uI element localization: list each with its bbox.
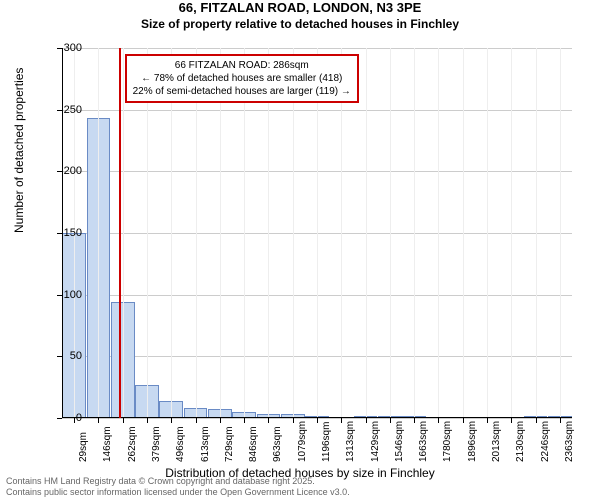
x-tick-label: 1896sqm xyxy=(467,421,478,462)
x-tick xyxy=(366,418,367,423)
gridline-v xyxy=(487,48,488,418)
gridline-v xyxy=(171,48,172,418)
x-tick xyxy=(438,418,439,423)
y-tick-label: 150 xyxy=(52,227,82,239)
y-tick-label: 200 xyxy=(52,165,82,177)
x-tick xyxy=(317,418,318,423)
gridline-v xyxy=(220,48,221,418)
gridline-v xyxy=(123,48,124,418)
y-tick-label: 0 xyxy=(52,412,82,424)
x-tick-label: 29sqm xyxy=(78,432,89,462)
gridline-v xyxy=(536,48,537,418)
y-tick-label: 300 xyxy=(52,42,82,54)
gridline-v xyxy=(317,48,318,418)
x-tick-label: 2246sqm xyxy=(540,421,551,462)
x-tick-label: 146sqm xyxy=(102,426,113,462)
annotation-line: 66 FITZALAN ROAD: 286sqm xyxy=(133,59,351,72)
gridline-v xyxy=(268,48,269,418)
x-tick-label: 496sqm xyxy=(175,426,186,462)
gridline-v xyxy=(390,48,391,418)
chart-plot-area: 66 FITZALAN ROAD: 286sqm← 78% of detache… xyxy=(62,48,572,418)
x-tick xyxy=(463,418,464,423)
x-tick-label: 262sqm xyxy=(127,426,138,462)
y-tick-label: 100 xyxy=(52,289,82,301)
x-tick-label: 2130sqm xyxy=(515,421,526,462)
x-tick-label: 1546sqm xyxy=(394,421,405,462)
gridline-v xyxy=(438,48,439,418)
x-tick xyxy=(414,418,415,423)
x-tick xyxy=(220,418,221,423)
x-tick-label: 613sqm xyxy=(200,426,211,462)
x-tick-label: 379sqm xyxy=(151,426,162,462)
x-tick xyxy=(268,418,269,423)
x-tick-label: 1196sqm xyxy=(321,422,332,462)
gridline-v xyxy=(196,48,197,418)
x-tick xyxy=(487,418,488,423)
gridline-v xyxy=(560,48,561,418)
footer-line-1: Contains HM Land Registry data © Crown c… xyxy=(6,476,350,487)
x-tick xyxy=(171,418,172,423)
chart-footer: Contains HM Land Registry data © Crown c… xyxy=(6,476,350,498)
x-tick xyxy=(560,418,561,423)
x-tick-label: 1079sqm xyxy=(297,421,308,462)
x-tick xyxy=(196,418,197,423)
footer-line-2: Contains public sector information licen… xyxy=(6,487,350,498)
x-tick-label: 846sqm xyxy=(248,426,259,462)
annotation-box: 66 FITZALAN ROAD: 286sqm← 78% of detache… xyxy=(125,54,359,103)
x-tick xyxy=(341,418,342,423)
x-tick-label: 729sqm xyxy=(224,426,235,462)
x-tick xyxy=(244,418,245,423)
annotation-line: ← 78% of detached houses are smaller (41… xyxy=(133,72,351,85)
y-tick-label: 250 xyxy=(52,104,82,116)
x-tick-label: 1313sqm xyxy=(345,421,356,462)
x-tick xyxy=(98,418,99,423)
x-tick-label: 1429sqm xyxy=(370,421,381,462)
gridline-v xyxy=(147,48,148,418)
x-tick xyxy=(147,418,148,423)
chart-subtitle: Size of property relative to detached ho… xyxy=(0,17,600,31)
x-tick-label: 1780sqm xyxy=(442,421,453,462)
gridline-v xyxy=(293,48,294,418)
reference-line xyxy=(119,48,121,418)
x-axis-line xyxy=(62,417,572,418)
y-tick-label: 50 xyxy=(52,350,82,362)
gridline-v xyxy=(414,48,415,418)
gridline-v xyxy=(98,48,99,418)
x-tick xyxy=(390,418,391,423)
annotation-line: 22% of semi-detached houses are larger (… xyxy=(133,85,351,98)
x-tick xyxy=(511,418,512,423)
x-tick xyxy=(123,418,124,423)
gridline-v xyxy=(341,48,342,418)
y-axis-title: Number of detached properties xyxy=(12,68,26,233)
gridline-v xyxy=(244,48,245,418)
chart-title: 66, FITZALAN ROAD, LONDON, N3 3PE xyxy=(0,0,600,15)
gridline-v xyxy=(511,48,512,418)
gridline-v xyxy=(366,48,367,418)
x-tick-label: 2013sqm xyxy=(491,421,502,462)
x-tick xyxy=(536,418,537,423)
x-tick-label: 963sqm xyxy=(272,426,283,462)
x-tick xyxy=(293,418,294,423)
x-tick-label: 2363sqm xyxy=(564,421,575,462)
x-tick-label: 1663sqm xyxy=(418,421,429,462)
gridline-v xyxy=(463,48,464,418)
